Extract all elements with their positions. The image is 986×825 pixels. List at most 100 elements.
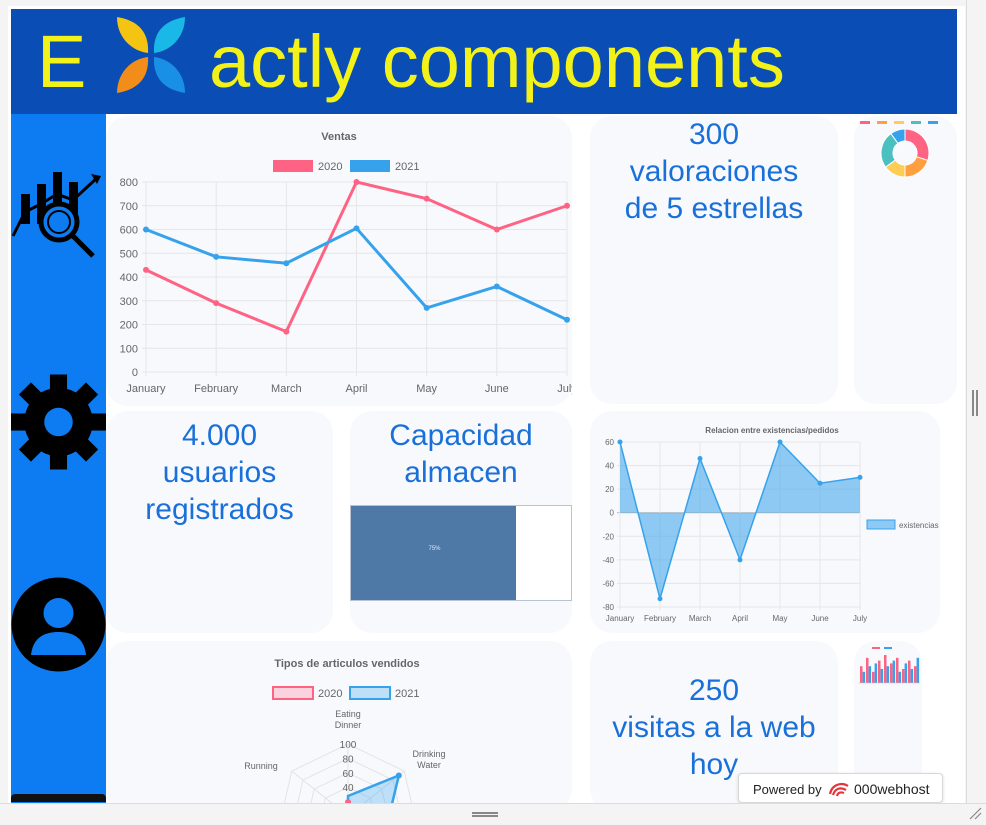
ventas-ytick-label: 400 (120, 272, 138, 284)
ventas-ytick-label: 600 (120, 225, 138, 237)
visits-label-2: hoy (689, 748, 739, 781)
existencias-point (737, 557, 743, 563)
vertical-resize-grip-icon[interactable] (972, 390, 978, 416)
mini-bar-b (868, 666, 872, 683)
mini-bar-a (908, 660, 911, 683)
existencias-ytick-label: 40 (605, 462, 614, 471)
tipos-spoke (291, 770, 333, 803)
ventas-legend-label-2021: 2021 (395, 161, 419, 173)
ventas-point-2020 (353, 179, 360, 185)
tipos-title: Tipos de articulos vendidos (274, 658, 419, 670)
ventas-ytick-label: 500 (120, 248, 138, 260)
existencias-chart: Relacion entre existencias/pedidos 60 40 20… (602, 426, 939, 623)
ventas-chart: Ventas 2020 2021 0 100 200 300 400 500 600 700 800 J… (120, 131, 578, 395)
header: E actly components (11, 9, 957, 114)
ventas-point-2021 (353, 225, 360, 232)
horizontal-resize-grip-icon[interactable] (472, 812, 498, 817)
existencias-ytick-label: -60 (602, 579, 614, 588)
mini-bar-a (866, 657, 869, 683)
mini-doughnut-legend-swatch (860, 121, 870, 124)
tipos-axis-label: Eating (335, 709, 361, 719)
ventas-point-2020 (493, 226, 500, 233)
ventas-xtick-label: March (271, 383, 302, 395)
mini-doughnut-chart (860, 121, 938, 178)
existencias-point (617, 439, 623, 445)
existencias-ytick-label: -20 (602, 532, 614, 541)
ventas-ytick-label: 100 (120, 343, 138, 355)
visits-label-1: visitas a la web (612, 711, 816, 744)
x-petal-logo-icon (117, 17, 185, 93)
user-icon[interactable] (11, 577, 106, 672)
existencias-legend-swatch (866, 519, 896, 530)
capacity-title-1: Capacidad (389, 419, 533, 452)
mini-bar-a (902, 669, 905, 683)
tipos-legend-swatch-2020 (272, 686, 314, 700)
existencias-point (657, 596, 663, 602)
tipos-card: Tipos de articulos vendidos 2020 2021 40 60 8… (106, 641, 572, 803)
ventas-point-2020 (213, 300, 220, 307)
powered-by-badge[interactable]: Powered by 000webhost (738, 773, 943, 803)
webhost-logo-icon (828, 783, 849, 797)
ventas-point-2021 (213, 253, 220, 260)
existencias-ytick-label: -80 (602, 603, 614, 612)
tipos-legend-label-2020: 2020 (318, 688, 342, 700)
ratings-card: 300 valoraciones de 5 estrellas (590, 116, 838, 404)
ventas-legend-label-2020: 2020 (318, 161, 342, 173)
mini-doughnut-slice (890, 128, 906, 144)
ventas-point-2021 (564, 316, 570, 323)
mini-bar-a (884, 655, 887, 683)
tipos-spoke (363, 770, 405, 803)
ventas-point-2021 (143, 226, 149, 233)
ratings-label-1: valoraciones (629, 155, 799, 188)
ventas-ytick-label: 0 (132, 367, 138, 379)
mini-bar-a (896, 657, 899, 683)
ventas-xtick-label: January (126, 383, 166, 395)
ventas-point-2020 (423, 195, 430, 202)
gear-icon[interactable] (11, 372, 106, 472)
horizontal-scrollbar[interactable] (0, 803, 986, 825)
existencias-xtick-label: March (689, 614, 711, 623)
existencias-xtick-label: February (644, 614, 676, 623)
existencias-area (620, 442, 860, 599)
existencias-xtick-label: January (606, 614, 634, 623)
tipos-point-2020 (345, 799, 351, 803)
ventas-legend-swatch-2021 (350, 160, 390, 172)
powered-by-text: Powered by (753, 782, 822, 797)
ventas-ytick-label: 800 (120, 177, 138, 189)
existencias-card: Relacion entre existencias/pedidos 60 40 20… (590, 411, 940, 633)
mini-bar-a (914, 666, 917, 683)
existencias-ytick-label: -40 (602, 556, 614, 565)
ventas-xtick-label: February (194, 383, 239, 395)
mini-bar-b (892, 660, 896, 683)
mini-bar-b (886, 666, 890, 683)
analytics-search-icon[interactable] (11, 164, 106, 259)
mini-doughnut-legend-swatch (877, 121, 887, 124)
existencias-legend-label: existencias (899, 521, 939, 530)
tipos-axis-label: Running (244, 761, 278, 771)
mini-doughnut-card (854, 116, 957, 404)
visits-count: 250 (688, 674, 740, 707)
existencias-xtick-label: June (811, 614, 829, 623)
capacity-progress: 75% (350, 505, 572, 601)
corner-resize-icon[interactable] (968, 806, 982, 820)
ratings-count: 300 (688, 118, 740, 151)
powered-by-brand: 000webhost (854, 781, 930, 797)
tipos-grid-ring (310, 772, 386, 803)
sidebar-bottom-icon[interactable] (11, 794, 106, 802)
ventas-point-2020 (143, 266, 149, 273)
tipos-legend-swatch-2021 (349, 686, 391, 700)
existencias-point (857, 474, 863, 480)
capacity-progress-fill (351, 506, 516, 600)
mini-bars-legend-swatch (884, 647, 892, 649)
existencias-ytick-label: 20 (605, 485, 614, 494)
ventas-xtick-label: July (557, 383, 572, 395)
ratings-label-2: de 5 estrellas (624, 192, 804, 225)
ventas-point-2021 (283, 260, 290, 267)
ventas-legend-swatch-2020 (273, 160, 313, 172)
ventas-ytick-label: 200 (120, 320, 138, 332)
capacity-progress-label: 75% (428, 546, 441, 552)
header-letter-e: E (37, 20, 87, 103)
mini-bar-b (874, 663, 878, 683)
